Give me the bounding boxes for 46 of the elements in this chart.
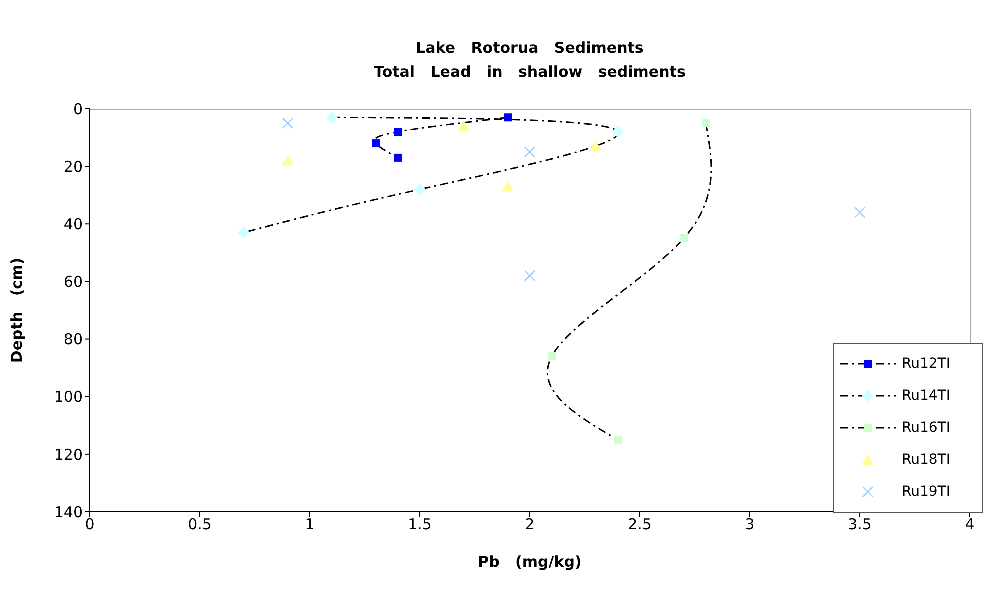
legend-label: Ru18TI <box>902 452 950 468</box>
point <box>326 112 338 124</box>
y-tick-label: 120 <box>54 446 83 464</box>
x-tick-label: 3 <box>745 516 755 534</box>
x-tick-label: 2.5 <box>628 516 652 534</box>
legend-label: Ru12TI <box>902 356 950 372</box>
y-tick-label: 140 <box>54 503 83 522</box>
point <box>394 154 402 162</box>
point <box>414 184 426 196</box>
x-tick-label: 3.5 <box>848 516 872 534</box>
point <box>502 180 514 192</box>
x-tick-label: 1.5 <box>408 516 432 534</box>
y-tick-label: 0 <box>73 100 83 118</box>
x-tick-label: 1 <box>305 516 315 534</box>
x-tick-label: 2 <box>525 516 535 534</box>
point <box>282 154 294 166</box>
point <box>524 270 536 282</box>
point <box>702 119 710 128</box>
point <box>458 120 470 132</box>
point <box>238 226 250 239</box>
legend-label: Ru14TI <box>902 388 950 404</box>
point <box>614 436 622 444</box>
legend-label: Ru19TI <box>902 484 950 500</box>
point <box>372 140 380 148</box>
legend-label: Ru16TI <box>902 420 950 436</box>
point <box>680 234 688 243</box>
point <box>548 352 556 361</box>
point <box>590 140 602 152</box>
y-axis-title: Depth (cm) <box>8 258 26 364</box>
y-tick-label: 100 <box>54 388 83 406</box>
point <box>282 118 294 129</box>
point <box>504 114 512 122</box>
y-tick-label: 40 <box>64 215 83 234</box>
point <box>524 146 536 158</box>
y-tick-label: 60 <box>64 273 83 292</box>
y-tick-label: 80 <box>64 330 83 349</box>
point <box>854 207 866 218</box>
x-axis-title: Pb (mg/kg) <box>478 553 582 571</box>
point <box>394 128 402 136</box>
chart-subtitle: Total Lead in shallow sediments <box>373 62 687 83</box>
chart-title: Lake Rotorua Sediments <box>415 38 645 59</box>
y-tick-label: 20 <box>64 158 83 176</box>
point <box>612 126 624 138</box>
x-tick-label: 0.5 <box>188 516 212 534</box>
x-tick-label: 0 <box>85 516 95 534</box>
x-tick-label: 4 <box>965 516 975 534</box>
